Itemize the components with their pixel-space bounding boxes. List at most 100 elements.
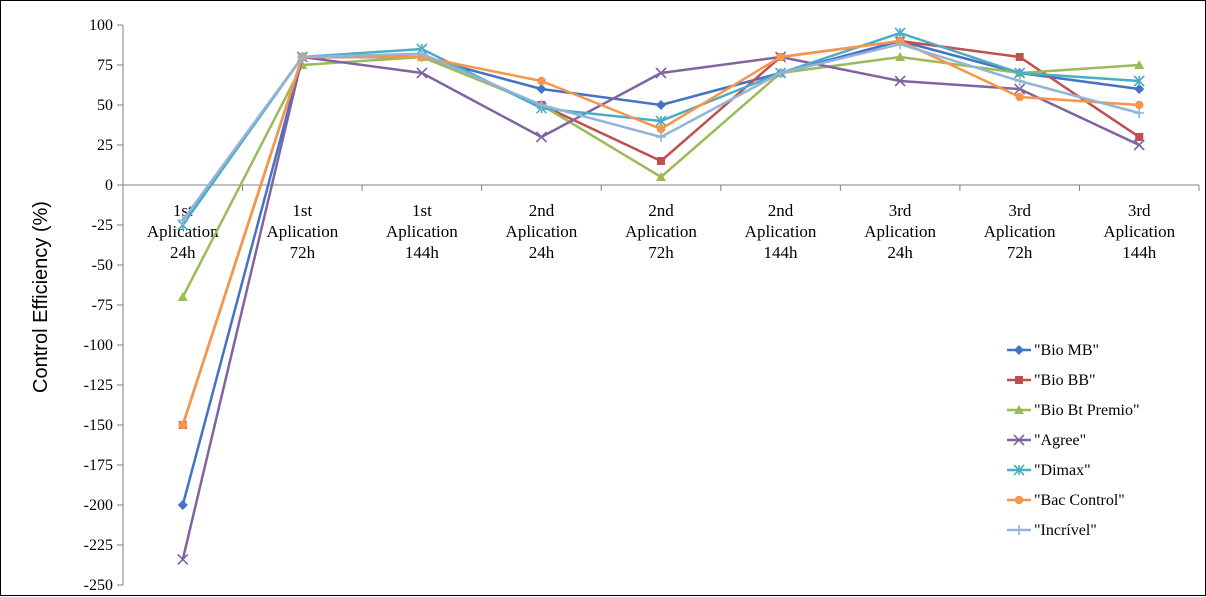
y-axis-label: Control Efficiency (%) — [30, 201, 52, 393]
data-point-marker — [537, 76, 546, 86]
legend-item: "Bio Bt Premio" — [1007, 402, 1140, 419]
legend-item: "Incrível" — [1007, 522, 1097, 539]
data-point-marker — [536, 100, 547, 110]
x-tick-label-line: Aplication — [745, 222, 817, 241]
y-tick-label: -25 — [92, 217, 113, 234]
x-tick-label-line: Aplication — [147, 222, 219, 241]
data-point-marker — [656, 172, 666, 181]
legend-item: "Bac Control" — [1007, 492, 1125, 509]
x-tick-label-line: Aplication — [625, 222, 697, 241]
x-tick-label: 1st Aplication 144h — [386, 201, 458, 262]
x-tick-label-line: 144h — [764, 243, 799, 262]
data-point-marker — [1013, 434, 1025, 446]
data-point-marker — [1134, 84, 1145, 94]
data-point-marker — [894, 27, 906, 39]
y-tick-label: -125 — [84, 377, 113, 394]
data-point-marker — [656, 132, 666, 142]
data-point-marker — [775, 68, 786, 78]
y-tick-label: -75 — [92, 297, 113, 314]
data-point-marker — [1134, 108, 1145, 118]
x-tick-label-line: Aplication — [864, 222, 936, 241]
data-point-marker — [1135, 133, 1144, 141]
x-tick-label: 1st Aplication 72h — [266, 201, 338, 262]
data-point-marker — [894, 75, 906, 87]
x-tick-label: 1st Aplication 24h — [147, 201, 219, 262]
data-point-marker — [1015, 53, 1024, 61]
y-tick-label: -200 — [84, 497, 113, 514]
data-point-marker — [1014, 345, 1024, 355]
data-point-marker — [177, 292, 188, 301]
x-tick-label-line: 72h — [1007, 243, 1033, 262]
legend-label: "Bac Control" — [1034, 492, 1125, 509]
y-tick-label: -150 — [84, 417, 113, 434]
x-tick-label: 3rd Aplication 144h — [1103, 201, 1175, 262]
y-tick-label: 75 — [97, 57, 113, 74]
x-tick-label-line: 2nd — [648, 201, 674, 220]
x-tick-label: 2nd Aplication 144h — [745, 201, 817, 262]
y-tick-label: 0 — [105, 177, 113, 194]
legend: "Bio MB" "Bio BB" "Bio Bt Premio" "Agree" "D… — [1007, 342, 1140, 539]
x-tick-label: 3rd Aplication 72h — [984, 201, 1056, 262]
data-point-marker — [1014, 525, 1024, 535]
data-point-marker — [1013, 464, 1025, 476]
data-point-marker — [657, 157, 665, 165]
data-point-marker — [1134, 60, 1145, 69]
legend-label: "Agree" — [1034, 432, 1086, 449]
x-tick-label-line: 2nd — [529, 201, 555, 220]
data-point-marker — [536, 84, 547, 94]
x-tick-label-line: Aplication — [1103, 222, 1175, 241]
data-point-marker — [655, 115, 667, 127]
series-lines — [177, 27, 1145, 565]
legend-label: "Bio MB" — [1034, 342, 1099, 359]
data-point-marker — [1133, 75, 1145, 87]
x-tick-label-line: 24h — [887, 243, 913, 262]
legend-item: "Dimax" — [1007, 462, 1091, 479]
legend-item: "Agree" — [1007, 432, 1086, 449]
x-tick-label-line: 2nd — [768, 201, 794, 220]
y-tick-labels: 100 75 50 25 0 -25 -50 -75 -100 -125 -150 -175 -200 -… — [84, 17, 113, 594]
data-point-marker — [1014, 83, 1026, 95]
data-point-marker — [1014, 495, 1024, 505]
series-group — [177, 39, 1145, 226]
series-group — [177, 36, 1145, 510]
x-tick-label-line: Aplication — [266, 222, 338, 241]
x-tick-label-line: Aplication — [506, 222, 578, 241]
data-point-marker — [656, 124, 666, 134]
x-tick-label-line: 144h — [405, 243, 440, 262]
data-point-marker — [297, 52, 308, 62]
x-tick-label-line: 24h — [170, 243, 196, 262]
y-tick-label: -175 — [84, 457, 113, 474]
x-tick-label-line: 3rd — [889, 201, 912, 220]
x-tick-label-line: 3rd — [1128, 201, 1151, 220]
x-tick-label-line: 144h — [1122, 243, 1157, 262]
x-tick-label-line: 1st — [292, 201, 312, 220]
legend-item: "Bio BB" — [1007, 372, 1096, 389]
data-point-marker — [1134, 100, 1144, 110]
data-point-marker — [416, 67, 428, 79]
x-tick-label: 3rd Aplication 24h — [864, 201, 936, 262]
data-point-marker — [177, 500, 188, 510]
x-tick-label-line: Aplication — [386, 222, 458, 241]
data-point-marker — [535, 131, 548, 143]
x-tick-label-line: 72h — [648, 243, 674, 262]
data-point-marker — [416, 48, 427, 59]
legend-label: "Dimax" — [1034, 462, 1091, 479]
x-tick-label: 2nd Aplication 24h — [506, 201, 578, 262]
x-tick-label: 2nd Aplication 72h — [625, 201, 697, 262]
data-point-marker — [1014, 405, 1024, 414]
x-tick-label-line: 1st — [412, 201, 432, 220]
y-tick-label: 50 — [97, 97, 113, 114]
y-tick-label: 25 — [97, 137, 113, 154]
data-point-marker — [1133, 139, 1145, 151]
y-tick-label: 100 — [89, 17, 113, 34]
y-tick-label: -250 — [84, 577, 113, 594]
x-tick-label-line: 72h — [290, 243, 316, 262]
legend-item: "Bio MB" — [1007, 342, 1099, 359]
data-point-marker — [177, 215, 188, 226]
data-point-marker — [895, 39, 906, 50]
data-point-marker — [776, 52, 785, 62]
x-tick-label-line: Aplication — [984, 222, 1056, 241]
y-tick-label: -225 — [84, 537, 113, 554]
